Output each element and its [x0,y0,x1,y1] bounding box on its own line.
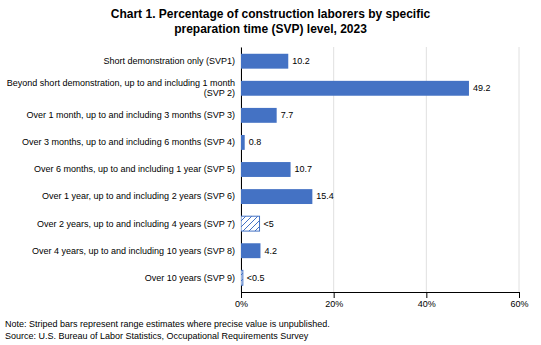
y-tick: Over 10 years (SVP 9) [145,273,235,283]
x-axis-line [242,293,520,299]
text-line: preparation time (SVP) level, 2023 [174,22,367,36]
chart-container: Chart 1. Percentage of construction labo… [0,0,541,345]
data-label: 49.2 [473,83,491,93]
bar [241,243,260,258]
y-tick: Over 1 month, up to and including 3 mont… [27,110,235,120]
x-tick-label: 60% [510,299,528,309]
bar-striped [241,270,243,285]
x-tick: 60% [510,292,528,309]
bars [241,54,469,285]
y-axis: Short demonstration only (SVP1) Beyond sh… [7,48,242,293]
x-tick-mark [519,292,520,298]
data-label: <0.5 [247,273,265,283]
y-tick: Over 3 months, up to and including 6 mon… [22,137,235,147]
data-label: 4.2 [264,246,277,256]
chart: Chart 1. Percentage of construction labo… [0,0,541,345]
x-tick-mark [241,292,242,298]
data-label: <5 [264,219,274,229]
x-tick: 0% [235,292,248,309]
x-tick-label: 0% [235,299,248,309]
text-line: (SVP 2) [204,88,235,98]
bar [241,54,288,69]
y-tick: Over 6 months, up to and including 1 yea… [34,164,235,174]
y-tick-label: Over 4 years, up to and including 10 yea… [32,246,235,256]
bar [241,135,245,150]
data-label: 10.2 [292,56,310,66]
y-tick: Beyond short demonstration, up to and in… [7,78,235,98]
grid-line [519,47,520,292]
data-label: 0.8 [249,137,262,147]
grid [241,47,519,292]
y-tick-label: Short demonstration only (SVP1) [103,56,235,66]
y-tick: Short demonstration only (SVP1) [103,56,235,66]
bar-striped [241,216,260,231]
bar [241,189,312,204]
y-tick-label: Beyond short demonstration, up to and in… [7,78,235,98]
bar [241,81,469,96]
x-tick-mark [334,292,335,298]
text-line: Over 3 months, up to and including 6 mon… [22,137,235,147]
text-line: Over 6 months, up to and including 1 yea… [34,164,235,174]
y-tick-label: Over 1 month, up to and including 3 mont… [27,110,235,120]
text-line: Over 1 year, up to and including 2 years… [42,191,235,201]
note: Note: Striped bars represent range estim… [5,319,330,341]
y-tick: Over 2 years, up to and including 4 year… [37,219,235,229]
text-line: Over 2 years, up to and including 4 year… [37,219,235,229]
y-tick-label: Over 10 years (SVP 9) [145,273,235,283]
text-line: Note: Striped bars represent range estim… [5,319,330,329]
y-tick-label: Over 6 months, up to and including 1 yea… [34,164,235,174]
y-tick: Over 1 year, up to and including 2 years… [42,191,235,201]
data-label: 15.4 [316,191,334,201]
bar [241,108,277,123]
data-label: 10.7 [295,164,313,174]
y-tick-label: Over 1 year, up to and including 2 years… [42,191,235,201]
x-tick-label: 20% [325,299,343,309]
text-line: Short demonstration only (SVP1) [103,56,235,66]
bar [241,162,291,177]
text-line: Over 4 years, up to and including 10 yea… [32,246,235,256]
text-line: Source: U.S. Bureau of Labor Statistics,… [5,331,309,341]
y-tick-label: Over 2 years, up to and including 4 year… [37,219,235,229]
x-tick-label: 40% [418,299,436,309]
y-tick: Over 4 years, up to and including 10 yea… [32,246,235,256]
text-line: Over 10 years (SVP 9) [145,273,235,283]
title: Chart 1. Percentage of construction labo… [111,7,431,36]
x-tick: 40% [418,292,436,309]
text-line: Over 1 month, up to and including 3 mont… [27,110,235,120]
text-line: Chart 1. Percentage of construction labo… [111,7,431,21]
x-tick: 20% [325,292,343,309]
text-line: Beyond short demonstration, up to and in… [7,78,235,88]
data-label: 7.7 [281,110,294,120]
x-tick-mark [426,292,427,298]
y-tick-label: Over 3 months, up to and including 6 mon… [22,137,235,147]
data-labels: 10.2 49.2 7.7 0.8 10.7 15.4 <5 4.2 <0.5 [247,56,491,283]
x-axis: 0% 20% 40% 60% [235,292,529,309]
